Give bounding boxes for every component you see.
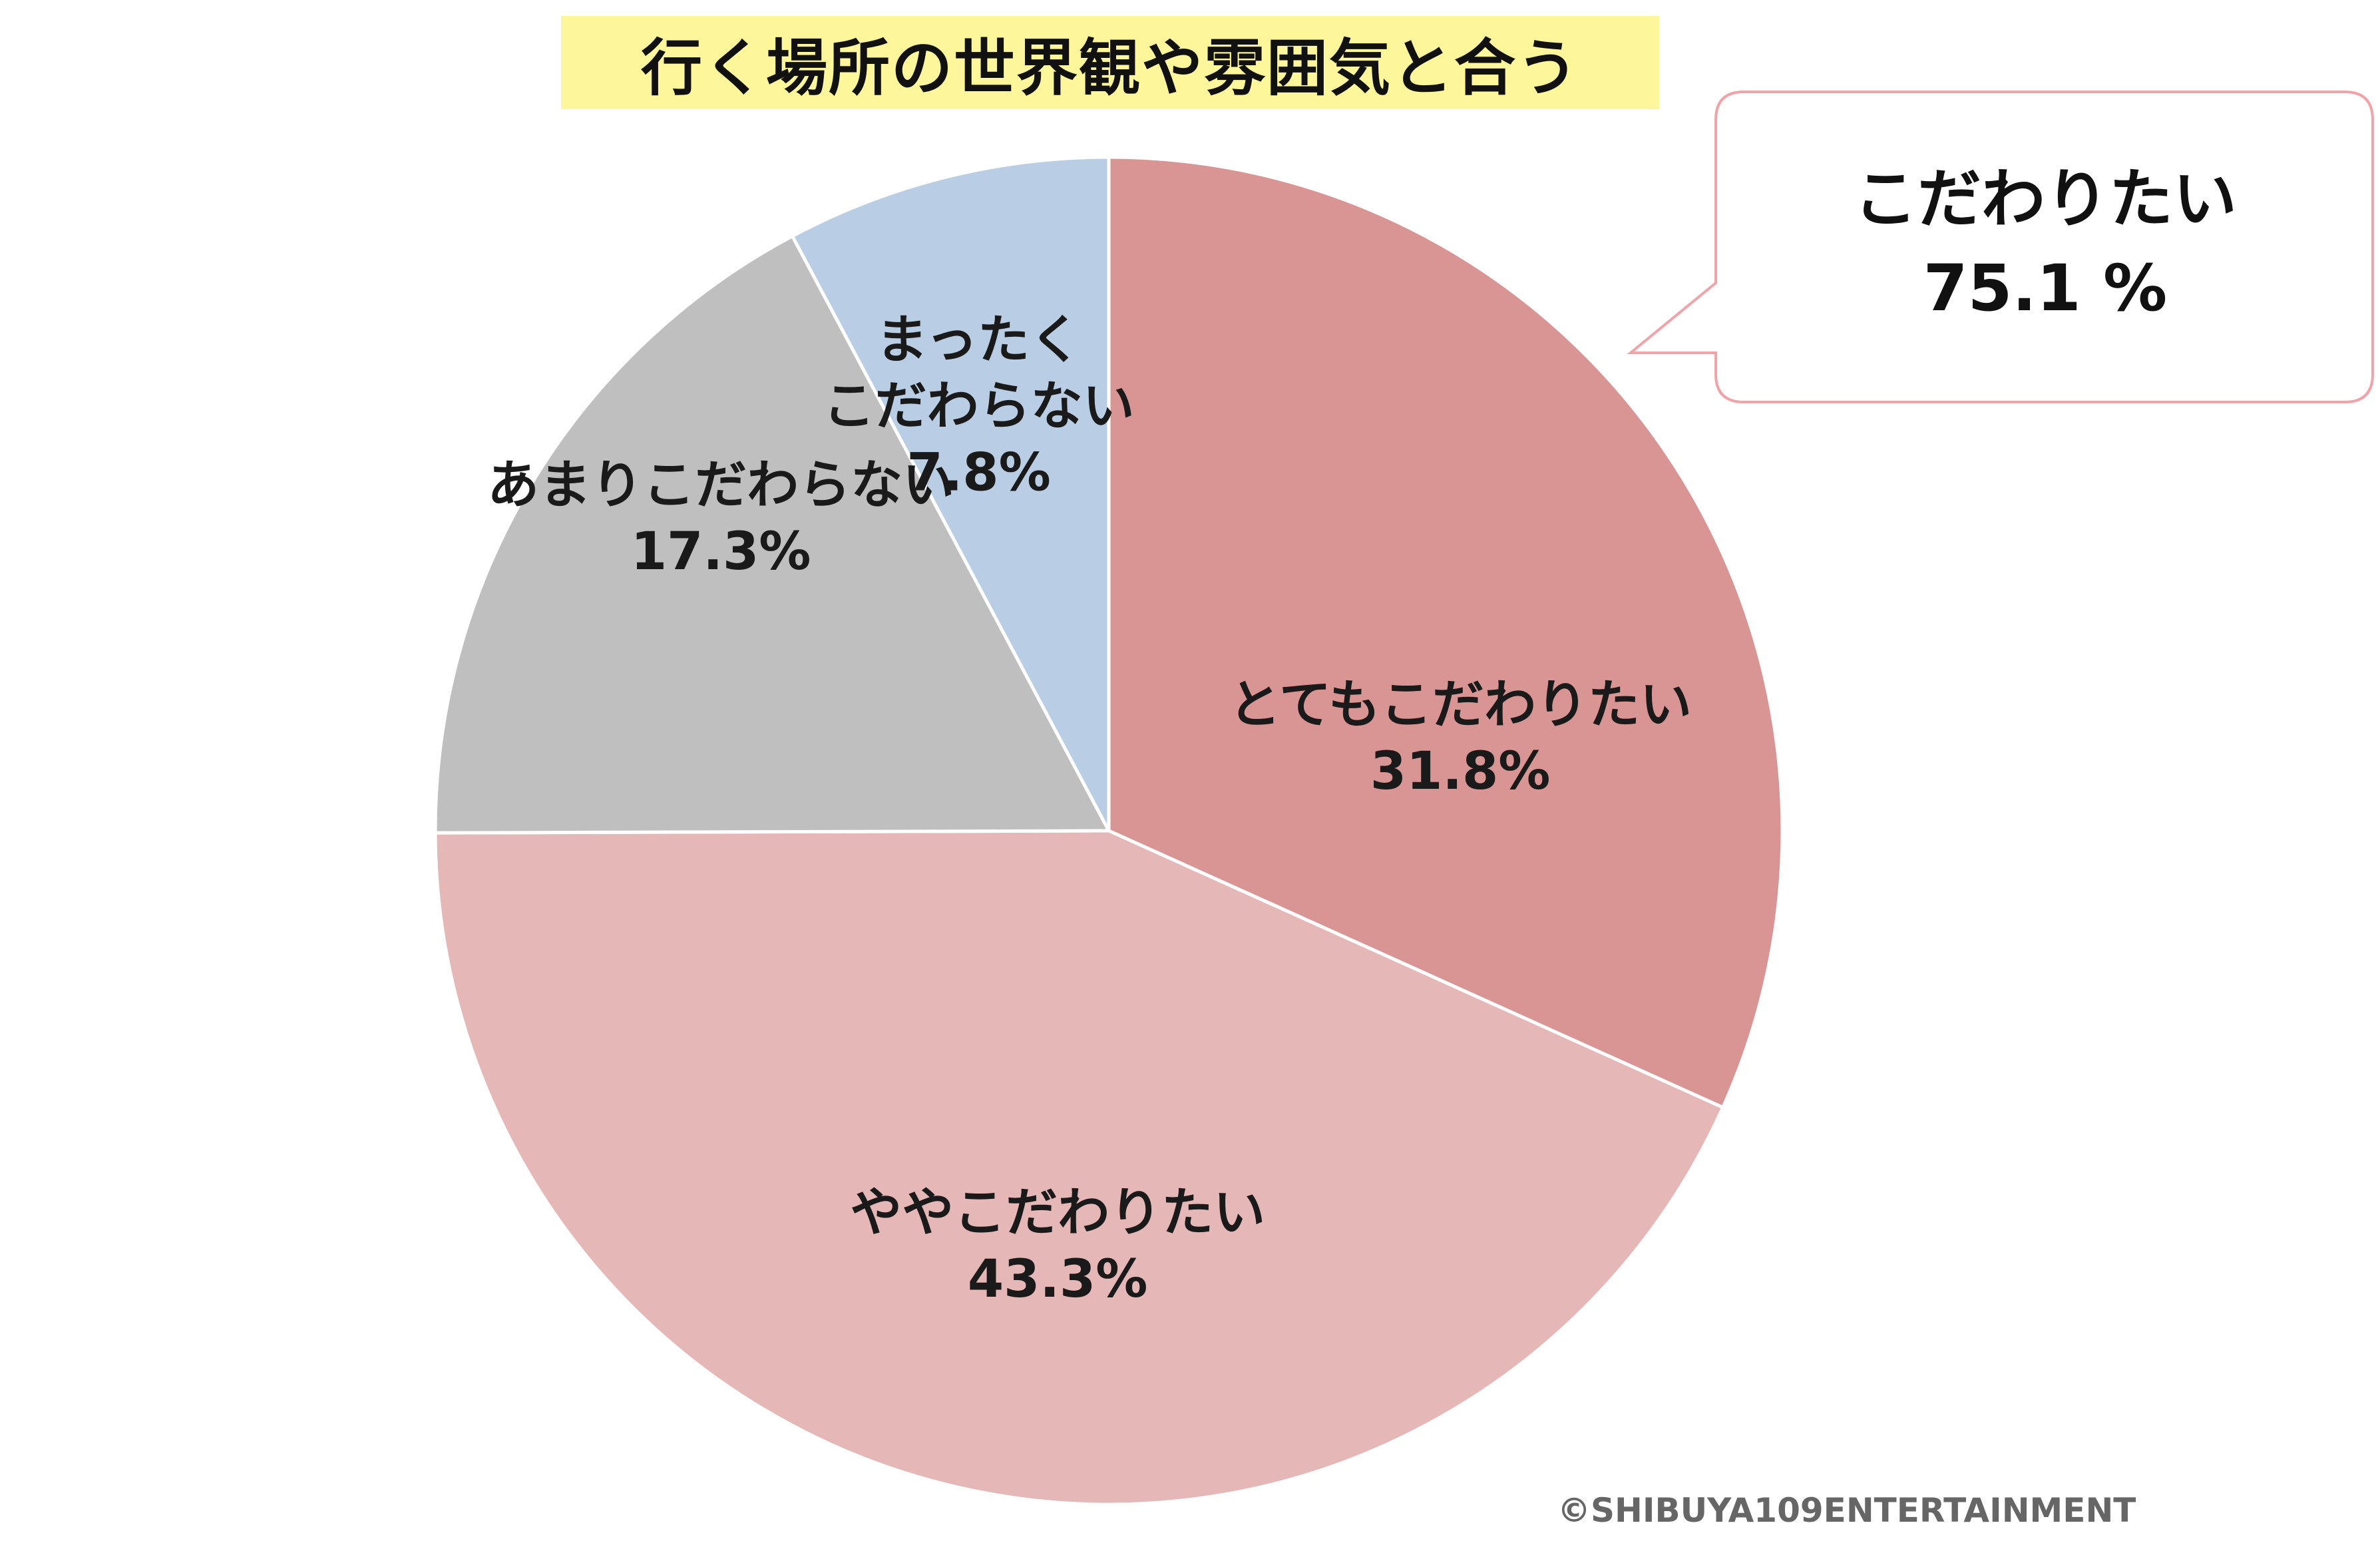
pie-slice	[433, 829, 1725, 1506]
callout-value: 75.1 %	[1923, 251, 2167, 326]
pie-slices	[433, 155, 1784, 1506]
slice-category-label: ややこだわりたい	[850, 1183, 1265, 1243]
slice-category-label: あまりこだわらない	[487, 455, 954, 515]
pie-slice	[1107, 155, 1784, 1110]
slice-value-label: 31.8%	[1370, 742, 1551, 801]
slice-value-label: 17.3%	[631, 522, 811, 582]
slice-value-label: 43.3%	[968, 1249, 1148, 1309]
chart-title: 行く場所の世界観や雰囲気と合う	[640, 32, 1579, 104]
slice-value-label: 7.8%	[906, 443, 1050, 503]
callout-bubble: こだわりたい 75.1 %	[1627, 91, 2374, 403]
copyright-text: ©SHIBUYA109ENTERTAINMENT	[1557, 1491, 2136, 1530]
slice-category-label: とてもこだわりたい	[1229, 675, 1692, 735]
chart-title-box: 行く場所の世界観や雰囲気と合う	[561, 16, 1659, 109]
pie-slice	[790, 155, 1111, 832]
callout-shape	[1627, 91, 2374, 403]
slice-category-label: こだわらない	[823, 377, 1135, 437]
slice-category-label: まったく	[876, 310, 1082, 370]
callout-label: こだわりたい	[1854, 162, 2237, 236]
pie-slice	[433, 234, 1112, 835]
